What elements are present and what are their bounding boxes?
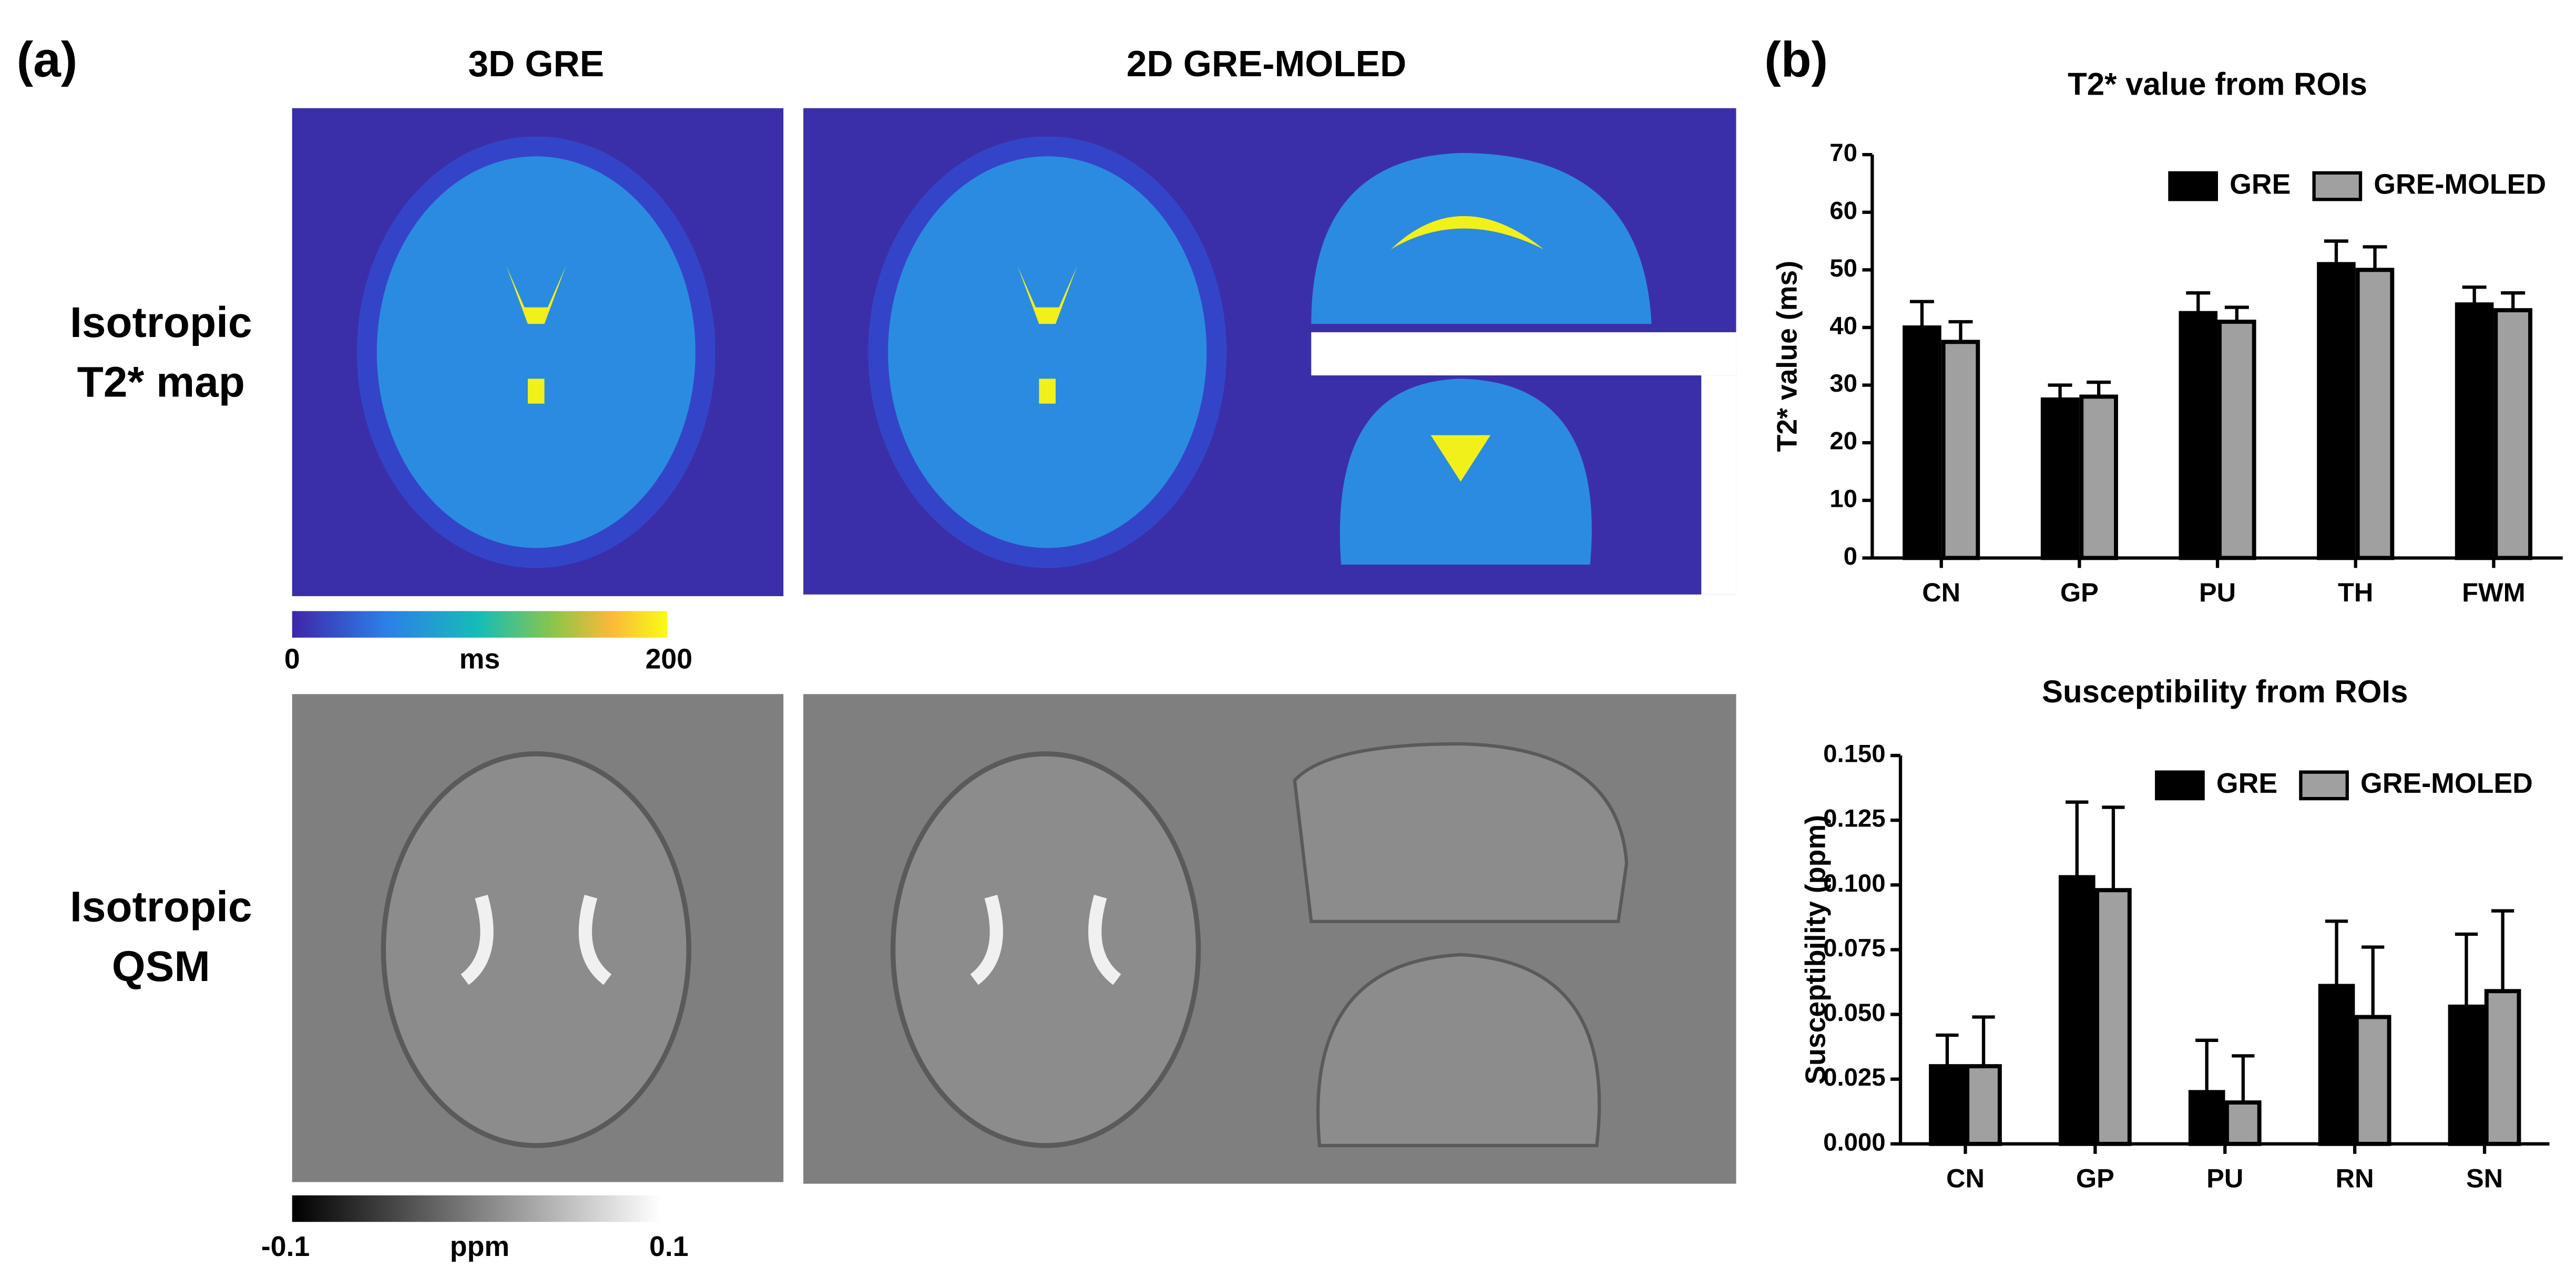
x-tick-label: FWM [2462, 577, 2526, 607]
row-title: QSM [112, 943, 210, 990]
y-tick-label: 0.050 [1823, 999, 1885, 1027]
bar [2318, 984, 2355, 1146]
bar [1941, 340, 1980, 560]
qsm-images [292, 694, 1736, 1184]
bar [2217, 320, 2256, 560]
colorbar-label: 200 [646, 643, 693, 675]
bar [2040, 397, 2080, 560]
x-tick-label: SN [2466, 1163, 2503, 1193]
bar [1929, 1064, 1966, 1146]
y-tick-label: 50 [1829, 254, 1857, 282]
bar [2225, 1100, 2262, 1146]
colorbar-label: 0.1 [649, 1231, 689, 1262]
x-tick-label: RN [2336, 1163, 2374, 1193]
y-tick-label: 0.150 [1823, 740, 1885, 768]
legend-label: GRE [2216, 768, 2277, 799]
legend-label: GRE [2230, 168, 2291, 200]
panel-label: (b) [1764, 32, 1828, 88]
bar [2058, 875, 2095, 1146]
x-tick-label: GP [2060, 577, 2099, 607]
chart-title: Susceptibility from ROIs [2042, 674, 2408, 709]
colorbar-label: ppm [450, 1231, 509, 1262]
legend-swatch [2312, 171, 2363, 201]
colorbar-label: ms [459, 643, 500, 675]
chart-title: T2* value from ROIs [2068, 67, 2367, 102]
legend-swatch [2168, 171, 2219, 201]
legend-swatch [2299, 770, 2349, 801]
bar [2448, 1004, 2485, 1146]
t2-map-images [292, 108, 1736, 596]
y-tick-label: 70 [1829, 139, 1857, 167]
legend-label: GRE-MOLED [2360, 768, 2533, 799]
colorbar-label: 0 [284, 643, 300, 675]
y-tick-label: 10 [1829, 485, 1857, 513]
y-tick-label: 40 [1829, 312, 1857, 340]
legend-label: GRE-MOLED [2374, 168, 2546, 200]
y-tick-label: 0.000 [1823, 1128, 1885, 1156]
bar [2455, 302, 2494, 560]
panel-label: (a) [17, 32, 78, 88]
bar [2355, 268, 2395, 560]
x-tick-label: CN [1946, 1163, 1985, 1193]
column-title: 3D GRE [468, 43, 605, 84]
y-tick-label: 20 [1829, 427, 1857, 455]
y-tick-label: 0 [1844, 543, 1857, 570]
row-title: T2* map [77, 359, 245, 406]
row-title: Isotropic [70, 299, 252, 346]
bar [2484, 989, 2521, 1146]
bar [1965, 1064, 2002, 1146]
y-tick-label: 0.125 [1823, 805, 1885, 833]
x-tick-label: TH [2338, 577, 2373, 607]
y-axis-label: Susceptibility (ppm) [1800, 815, 1831, 1085]
x-tick-label: PU [2199, 577, 2236, 607]
y-tick-label: 0.100 [1823, 870, 1885, 897]
x-tick-label: PU [2206, 1163, 2243, 1193]
column-title: 2D GRE-MOLED [1127, 43, 1406, 84]
y-tick-label: 0.075 [1823, 934, 1885, 962]
colorbar-label: -0.1 [261, 1231, 310, 1262]
bar [2188, 1090, 2225, 1146]
y-axis-label: T2* value (ms) [1772, 261, 1803, 452]
bar [2317, 262, 2356, 560]
bar [2493, 308, 2532, 560]
bar [2179, 311, 2218, 560]
y-tick-label: 60 [1829, 197, 1857, 224]
legend-swatch [2155, 770, 2205, 801]
x-tick-label: GP [2076, 1163, 2114, 1193]
y-tick-label: 30 [1829, 370, 1857, 397]
row-title: Isotropic [70, 883, 252, 931]
bar [2079, 394, 2118, 560]
x-tick-label: CN [1922, 577, 1960, 607]
colorbar [292, 1195, 661, 1222]
colorbar [292, 611, 668, 638]
bar [2095, 888, 2132, 1146]
bar [1903, 325, 1941, 560]
y-tick-label: 0.025 [1823, 1064, 1885, 1091]
bar [2354, 1015, 2391, 1146]
